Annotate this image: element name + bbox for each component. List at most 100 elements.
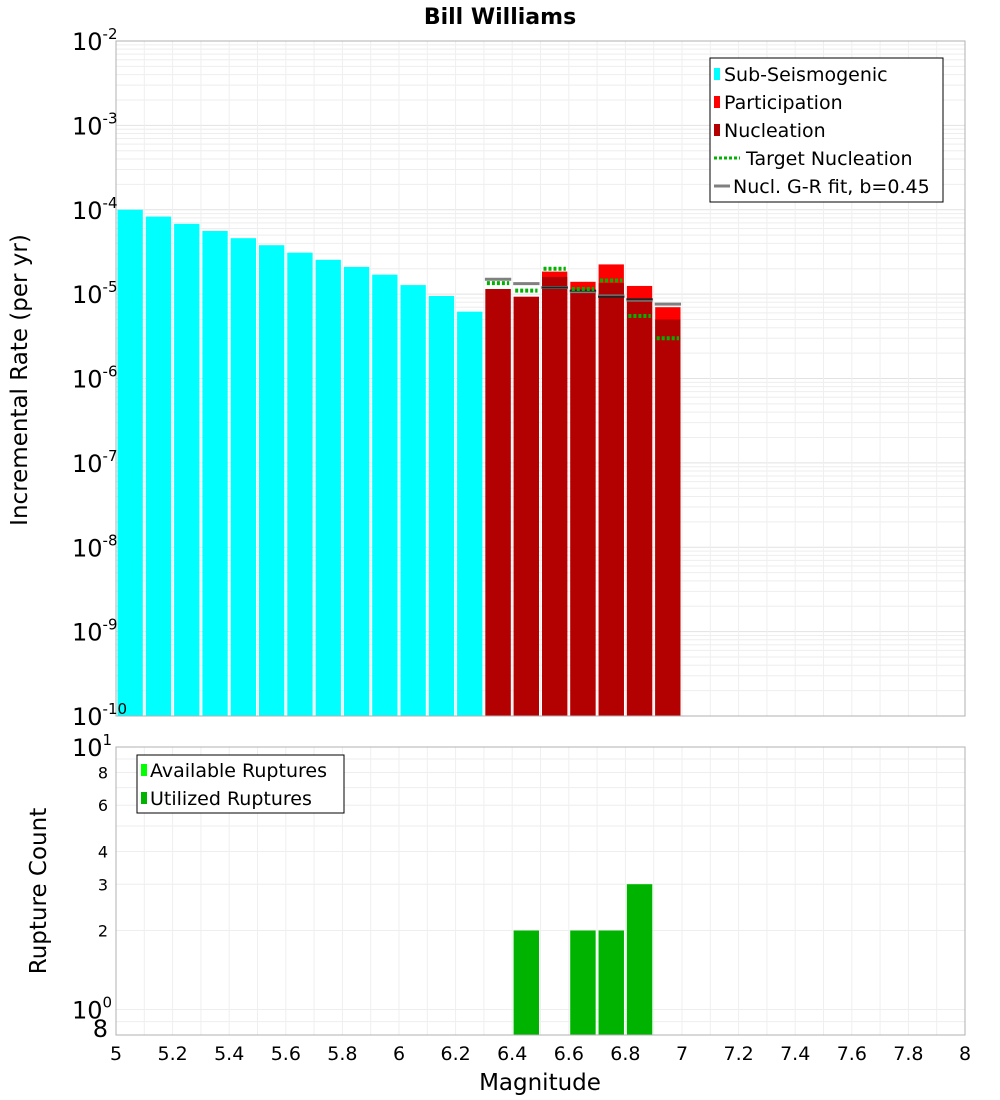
sub-seismogenic-bar [400, 285, 426, 716]
x-tick-label: 6.8 [610, 1043, 640, 1065]
rate-plot-y-tick-label-base: 10 [72, 112, 103, 140]
nucleation-bar [598, 283, 624, 716]
chart-title: Bill Williams [424, 5, 576, 30]
rate-plot-y-axis-title: Incremental Rate (per yr) [7, 234, 33, 526]
legend-label-3: Target Nucleation [745, 148, 913, 170]
legend-label-2: Nucleation [724, 120, 826, 142]
x-tick-label: 8 [959, 1043, 971, 1065]
x-tick-label: 7.4 [780, 1043, 810, 1065]
rate-plot-y-tick-label-base: 10 [72, 28, 103, 56]
x-tick-label: 7.2 [723, 1043, 753, 1065]
x-tick-label: 5.6 [271, 1043, 301, 1065]
nucleation-bar [655, 319, 681, 716]
rate-plot-y-tick-label-exponent: -2 [103, 25, 118, 43]
count-plot-y-minor-tick-label: 3 [98, 875, 108, 894]
rate-plot-y-tick-label-base: 10 [72, 197, 103, 225]
sub-seismogenic-bar [230, 238, 256, 716]
rate-plot-y-tick-label-exponent: -7 [103, 447, 118, 465]
count-plot-legend: Available Ruptures Utilized Ruptures [136, 754, 345, 814]
rate-plot-y-tick-label: 10-2 [72, 25, 118, 56]
rate-plot-y-tick-label-exponent: -8 [103, 531, 118, 549]
rate-plot-y-tick-label-base: 10 [72, 534, 103, 562]
rate-plot-y-tick-label-exponent: -9 [103, 616, 118, 634]
legend-swatch-2 [714, 124, 720, 136]
rate-plot-y-tick-label: 10-3 [72, 109, 118, 140]
rate-plot-y-tick-label-base: 10 [72, 366, 103, 394]
x-tick-label: 5.8 [327, 1043, 357, 1065]
nucleation-bar [513, 296, 539, 716]
x-tick-label: 5 [110, 1043, 122, 1065]
count-plot-y-major-tick-label: 100 [72, 994, 112, 1025]
x-tick-label: 7.8 [893, 1043, 923, 1065]
sub-seismogenic-bar [315, 259, 341, 716]
legend-label-4: Nucl. G-R fit, b=0.45 [733, 176, 930, 198]
sub-seismogenic-bar [117, 209, 143, 716]
rate-plot-lines [484, 266, 681, 341]
count-plot-x-axis-title: Magnitude [479, 1070, 601, 1096]
sub-seismogenic-bar [174, 223, 200, 716]
count-plot-y-major-tick-label-base: 10 [72, 997, 103, 1025]
rate-plot-legend-box [709, 57, 944, 203]
utilized-rupture-bar [570, 930, 596, 1035]
nucleation-bar [626, 299, 653, 716]
rate-plot-frame [115, 40, 966, 717]
rate-plot-y-tick-label-exponent: -10 [103, 700, 128, 718]
count-plot-y-major-tick-label-base: 10 [72, 734, 103, 762]
rate-plot-y-ticks: 10-210-310-410-510-610-710-810-910-10 [72, 25, 127, 731]
count-plot-y-minor-tick-label: 8 [98, 763, 108, 782]
sub-seismogenic-bar [343, 266, 370, 716]
rate-plot-y-tick-label-exponent: -6 [103, 363, 118, 381]
nucleation-bar [570, 290, 596, 716]
rate-plot-y-tick-label: 10-10 [72, 700, 127, 731]
x-tick-label: 6.2 [440, 1043, 470, 1065]
count-plot-y-minor-tick-label: 2 [98, 922, 108, 941]
rate-plot-panel: 10-210-310-410-510-610-710-810-910-10 In… [7, 25, 966, 731]
count-plot-bars [513, 884, 653, 1035]
x-tick-label: 7.6 [837, 1043, 867, 1065]
x-tick-label: 5.2 [157, 1043, 187, 1065]
legend-label-0: Sub-Seismogenic [724, 64, 888, 86]
legend-label-1: Participation [724, 92, 843, 114]
count-legend-swatch-1 [141, 792, 147, 804]
utilized-rupture-bar [626, 884, 653, 1035]
count-plot-y-major-tick-label-exponent: 1 [103, 731, 113, 749]
sub-seismogenic-bar [145, 216, 172, 716]
x-tick-label: 5.4 [214, 1043, 244, 1065]
sub-seismogenic-bar [457, 311, 483, 716]
rate-plot-y-tick-label: 10-6 [72, 363, 118, 394]
x-tick-label: 7 [676, 1043, 688, 1065]
count-plot-y-minor-tick-label: 6 [98, 796, 108, 815]
legend-swatch-0 [714, 68, 720, 80]
sub-seismogenic-bar [259, 245, 285, 717]
rate-plot-y-tick-label: 10-4 [72, 194, 118, 225]
count-plot-y-minor-tick-label: 4 [98, 842, 108, 861]
count-legend-swatch-0 [141, 764, 147, 776]
count-plot-y-major-tick-label-exponent: 0 [103, 994, 113, 1012]
rate-plot-y-tick-label: 10-8 [72, 531, 118, 562]
rate-plot-y-tick-label-base: 10 [72, 703, 103, 731]
x-tick-label: 6.4 [497, 1043, 527, 1065]
count-plot-y-axis-title: Rupture Count [26, 808, 52, 974]
nucleation-bar [485, 289, 511, 716]
rate-plot-y-tick-label-exponent: -4 [103, 194, 118, 212]
legend-swatch-1 [714, 96, 720, 108]
nucleation-bar [542, 276, 568, 716]
rate-plot-y-tick-label: 10-9 [72, 616, 118, 647]
rate-plot-y-tick-label: 10-7 [72, 447, 118, 478]
sub-seismogenic-bar [202, 230, 228, 716]
count-plot-frame [115, 746, 966, 1036]
rate-plot-y-tick-label-exponent: -5 [103, 278, 118, 296]
sub-seismogenic-bar [372, 274, 398, 716]
count-plot-y-minor-tick-label: 8 [93, 1015, 108, 1043]
rate-plot-y-tick-label-base: 10 [72, 619, 103, 647]
rate-plot-y-tick-label-base: 10 [72, 450, 103, 478]
rate-plot-bars [117, 209, 681, 717]
x-tick-label: 6 [393, 1043, 405, 1065]
utilized-rupture-bar [513, 930, 539, 1035]
count-plot-y-major-tick-label: 101 [72, 731, 112, 762]
rate-plot-y-tick-label-base: 10 [72, 281, 103, 309]
rate-plot-y-tick-label: 10-5 [72, 278, 118, 309]
